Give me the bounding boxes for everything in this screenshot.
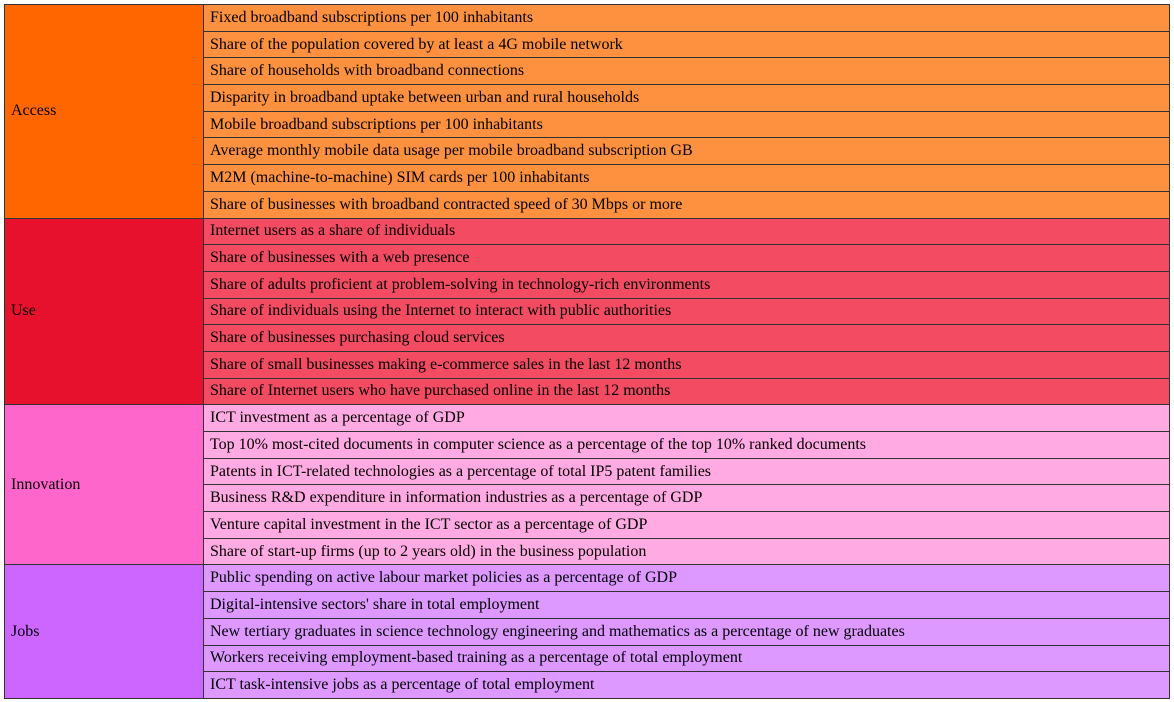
- table-row: Business R&D expenditure in information …: [5, 484, 1170, 513]
- table-row: Use Internet users as a share of individu…: [4, 217, 1170, 406]
- table-row: Mobile broadband subscriptions per 100 i…: [5, 110, 1170, 139]
- indicator-cell: Share of businesses with broadband contr…: [203, 190, 1170, 219]
- table-row: Share of businesses with broadband contr…: [5, 190, 1170, 219]
- table-row: Share of start-up firms (up to 2 years o…: [5, 537, 1170, 566]
- table-row: Share of Internet users who have purchas…: [5, 377, 1170, 406]
- table-row: ICT task-intensive jobs as a percentage …: [5, 671, 1170, 699]
- category-cell: Access: [4, 4, 204, 219]
- table-row: Venture capital investment in the ICT se…: [5, 511, 1170, 539]
- indicator-cell: Digital-intensive sectors' share in tota…: [203, 591, 1170, 619]
- indicator-cell: New tertiary graduates in science techno…: [203, 617, 1170, 646]
- indicator-cell: Average monthly mobile data usage per mo…: [203, 137, 1170, 166]
- indicator-cell: Share of individuals using the Internet …: [203, 297, 1170, 326]
- table-row: New tertiary graduates in science techno…: [5, 617, 1170, 646]
- table-row: Top 10% most-cited documents in computer…: [5, 431, 1170, 459]
- table-row: M2M (machine-to-machine) SIM cards per 1…: [5, 164, 1170, 192]
- category-cell: Jobs: [4, 564, 204, 699]
- table-row: Share of businesses with a web presence: [5, 244, 1170, 272]
- category-cell: Innovation: [4, 404, 204, 566]
- table-row: Digital-intensive sectors' share in tota…: [5, 591, 1170, 619]
- table-row: Access Fixed broadband subscriptions per …: [4, 4, 1170, 219]
- indicator-cell: ICT investment as a percentage of GDP: [203, 404, 1170, 432]
- table-row: Jobs Public spending on active labour mar…: [4, 564, 1170, 699]
- table-row: Innovation ICT investment as a percentage…: [4, 404, 1170, 566]
- indicator-table: Access Fixed broadband subscriptions per …: [4, 4, 1170, 699]
- category-cell: Use: [4, 217, 204, 406]
- indicator-cell: Share of small businesses making e-comme…: [203, 350, 1170, 379]
- indicator-cell: Top 10% most-cited documents in computer…: [203, 431, 1170, 459]
- table-row: Share of businesses purchasing cloud ser…: [5, 324, 1170, 352]
- indicator-cell: Share of households with broadband conne…: [203, 57, 1170, 86]
- indicator-cell: Public spending on active labour market …: [203, 564, 1170, 593]
- indicator-cell: Share of businesses purchasing cloud ser…: [203, 324, 1170, 352]
- indicator-cell: Business R&D expenditure in information …: [203, 484, 1170, 513]
- indicator-cell: Workers receiving employment-based train…: [203, 644, 1170, 673]
- indicator-cell: Fixed broadband subscriptions per 100 in…: [203, 4, 1170, 32]
- table-row: Share of individuals using the Internet …: [5, 297, 1170, 326]
- table-row: Average monthly mobile data usage per mo…: [5, 137, 1170, 166]
- indicator-cell: ICT task-intensive jobs as a percentage …: [203, 671, 1170, 699]
- indicator-cell: Share of adults proficient at problem-so…: [203, 270, 1170, 299]
- indicator-cell: Share of Internet users who have purchas…: [203, 377, 1170, 406]
- indicator-cell: Mobile broadband subscriptions per 100 i…: [203, 110, 1170, 139]
- indicator-cell: Share of the population covered by at le…: [203, 30, 1170, 59]
- table-row: Patents in ICT-related technologies as a…: [5, 457, 1170, 486]
- indicator-cell: Venture capital investment in the ICT se…: [203, 511, 1170, 539]
- indicator-cell: Share of businesses with a web presence: [203, 244, 1170, 272]
- indicator-cell: Disparity in broadband uptake between ur…: [203, 84, 1170, 112]
- indicator-cell: Patents in ICT-related technologies as a…: [203, 457, 1170, 486]
- indicator-cell: Share of start-up firms (up to 2 years o…: [203, 537, 1170, 566]
- indicator-cell: M2M (machine-to-machine) SIM cards per 1…: [203, 164, 1170, 192]
- table-row: Share of the population covered by at le…: [5, 30, 1170, 59]
- table-row: Share of adults proficient at problem-so…: [5, 270, 1170, 299]
- indicator-cell: Internet users as a share of individuals: [203, 217, 1170, 246]
- table-row: Workers receiving employment-based train…: [5, 644, 1170, 673]
